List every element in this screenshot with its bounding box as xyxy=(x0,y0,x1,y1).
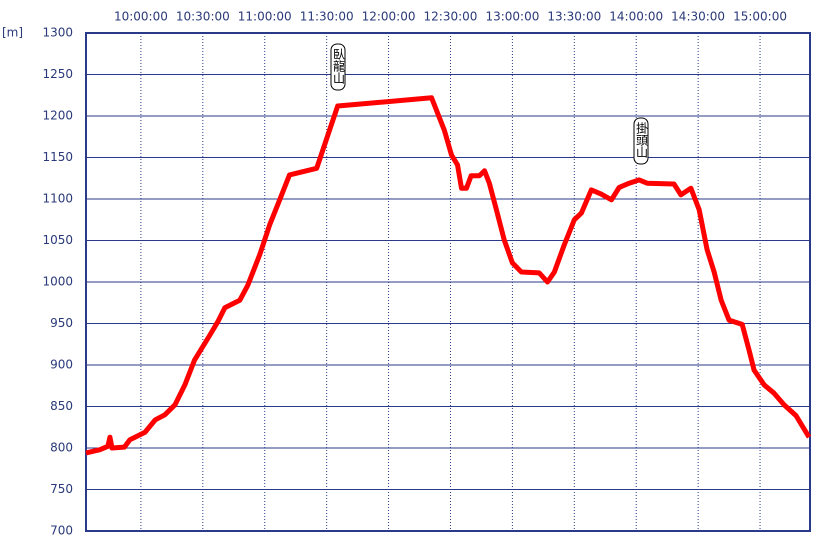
y-tick-label: 1100 xyxy=(42,192,73,206)
x-tick-label: 11:30:00 xyxy=(300,10,354,24)
x-tick-label: 14:30:00 xyxy=(671,10,725,24)
y-tick-label: 950 xyxy=(50,316,73,330)
y-tick-label: 1050 xyxy=(42,233,73,247)
x-tick-label: 10:00:00 xyxy=(114,10,168,24)
x-tick-label: 12:00:00 xyxy=(362,10,416,24)
annotation-box xyxy=(330,43,346,91)
y-tick-label: 1250 xyxy=(42,67,73,81)
x-tick-label: 14:00:00 xyxy=(609,10,663,24)
x-tick-label: 12:30:00 xyxy=(424,10,478,24)
y-tick-label: 1200 xyxy=(42,109,73,123)
y-tick-label: 1000 xyxy=(42,275,73,289)
x-tick-label: 15:00:00 xyxy=(733,10,787,24)
annotation-box xyxy=(633,117,649,165)
annotation: 臥龍山 xyxy=(332,48,346,84)
y-tick-label: 900 xyxy=(50,358,73,372)
x-tick-label: 13:30:00 xyxy=(547,10,601,24)
y-unit: [m] xyxy=(2,26,23,40)
x-tick-label: 11:00:00 xyxy=(238,10,292,24)
annotation: 掛頭山 xyxy=(635,121,649,158)
elevation-line xyxy=(85,95,812,456)
y-tick-label: 700 xyxy=(50,524,73,538)
y-tick-label: 1150 xyxy=(42,150,73,164)
y-tick-label: 800 xyxy=(50,441,73,455)
x-tick-label: 10:30:00 xyxy=(176,10,230,24)
x-tick-label: 13:00:00 xyxy=(485,10,539,24)
y-tick-label: 1300 xyxy=(42,26,73,40)
y-tick-label: 750 xyxy=(50,482,73,496)
y-tick-label: 850 xyxy=(50,399,73,413)
